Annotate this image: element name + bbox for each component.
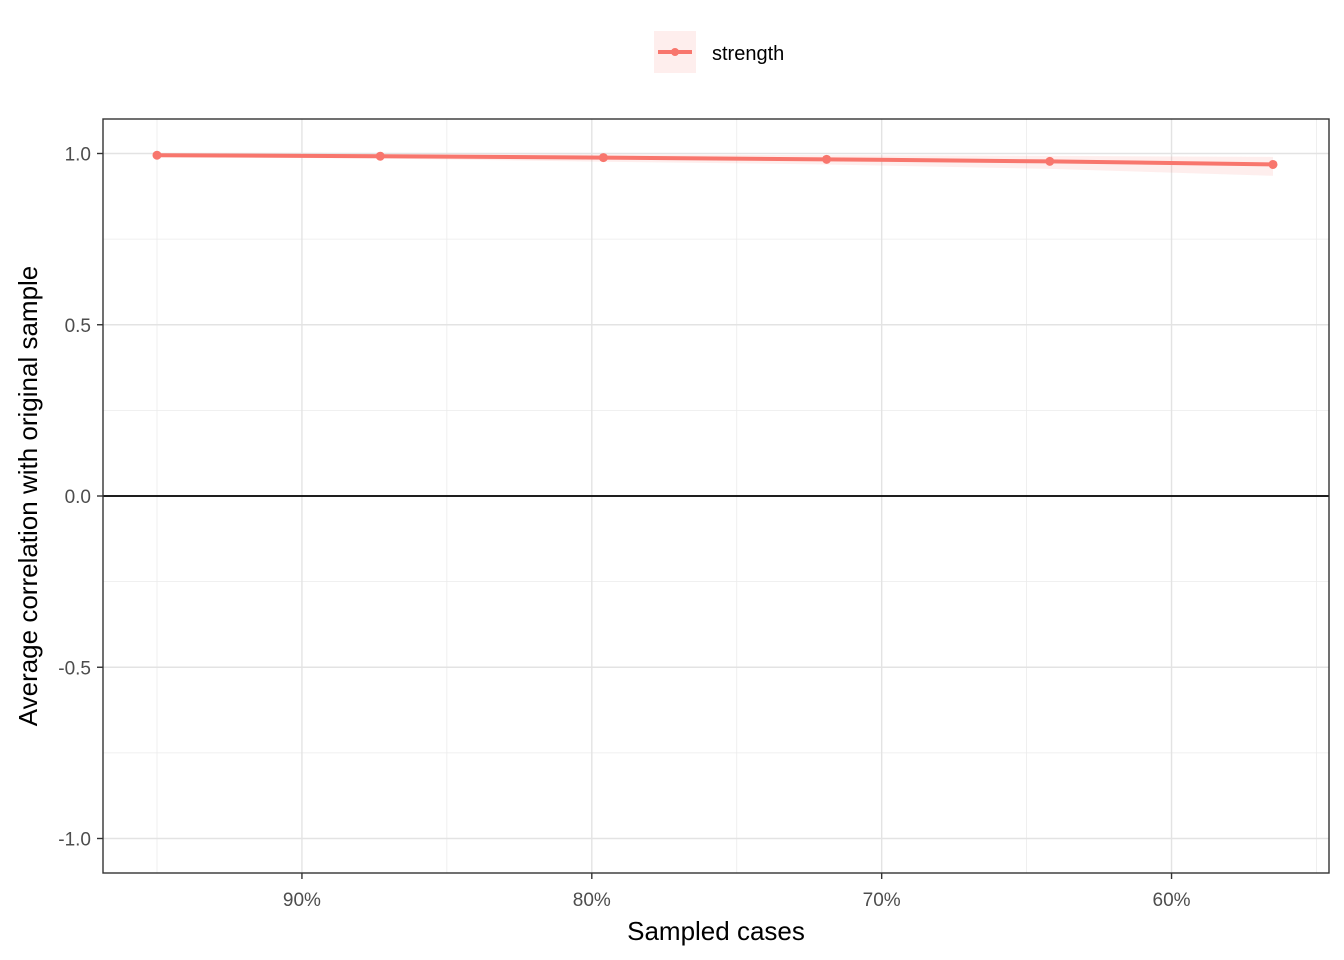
- data-point: [375, 151, 385, 161]
- data-point: [598, 153, 608, 163]
- y-tick-label: 0.0: [65, 487, 91, 508]
- x-tick-label: 70%: [863, 890, 901, 911]
- x-tick-label: 90%: [283, 890, 321, 911]
- legend: strength: [654, 31, 784, 73]
- legend-key-point: [671, 48, 679, 56]
- legend-label-strength: strength: [712, 43, 784, 65]
- y-tick-label: 1.0: [65, 145, 91, 166]
- data-point: [822, 154, 832, 164]
- data-point: [1045, 156, 1055, 166]
- data-point: [1268, 159, 1278, 169]
- y-tick-label: 0.5: [65, 316, 91, 337]
- y-axis-title: Average correlation with original sample: [13, 266, 43, 727]
- y-tick-label: -1.0: [58, 830, 91, 851]
- x-axis: 90% 80% 70% 60%: [283, 873, 1191, 911]
- data-point: [152, 150, 162, 160]
- series-line-strength: [155, 153, 1275, 167]
- x-tick-label: 80%: [573, 890, 611, 911]
- x-axis-title: Sampled cases: [627, 916, 805, 946]
- y-tick-label: -0.5: [58, 658, 91, 679]
- y-axis: 1.0 0.5 0.0 -0.5 -1.0: [58, 145, 103, 851]
- series-layer: [152, 150, 1278, 169]
- x-tick-label: 60%: [1153, 890, 1191, 911]
